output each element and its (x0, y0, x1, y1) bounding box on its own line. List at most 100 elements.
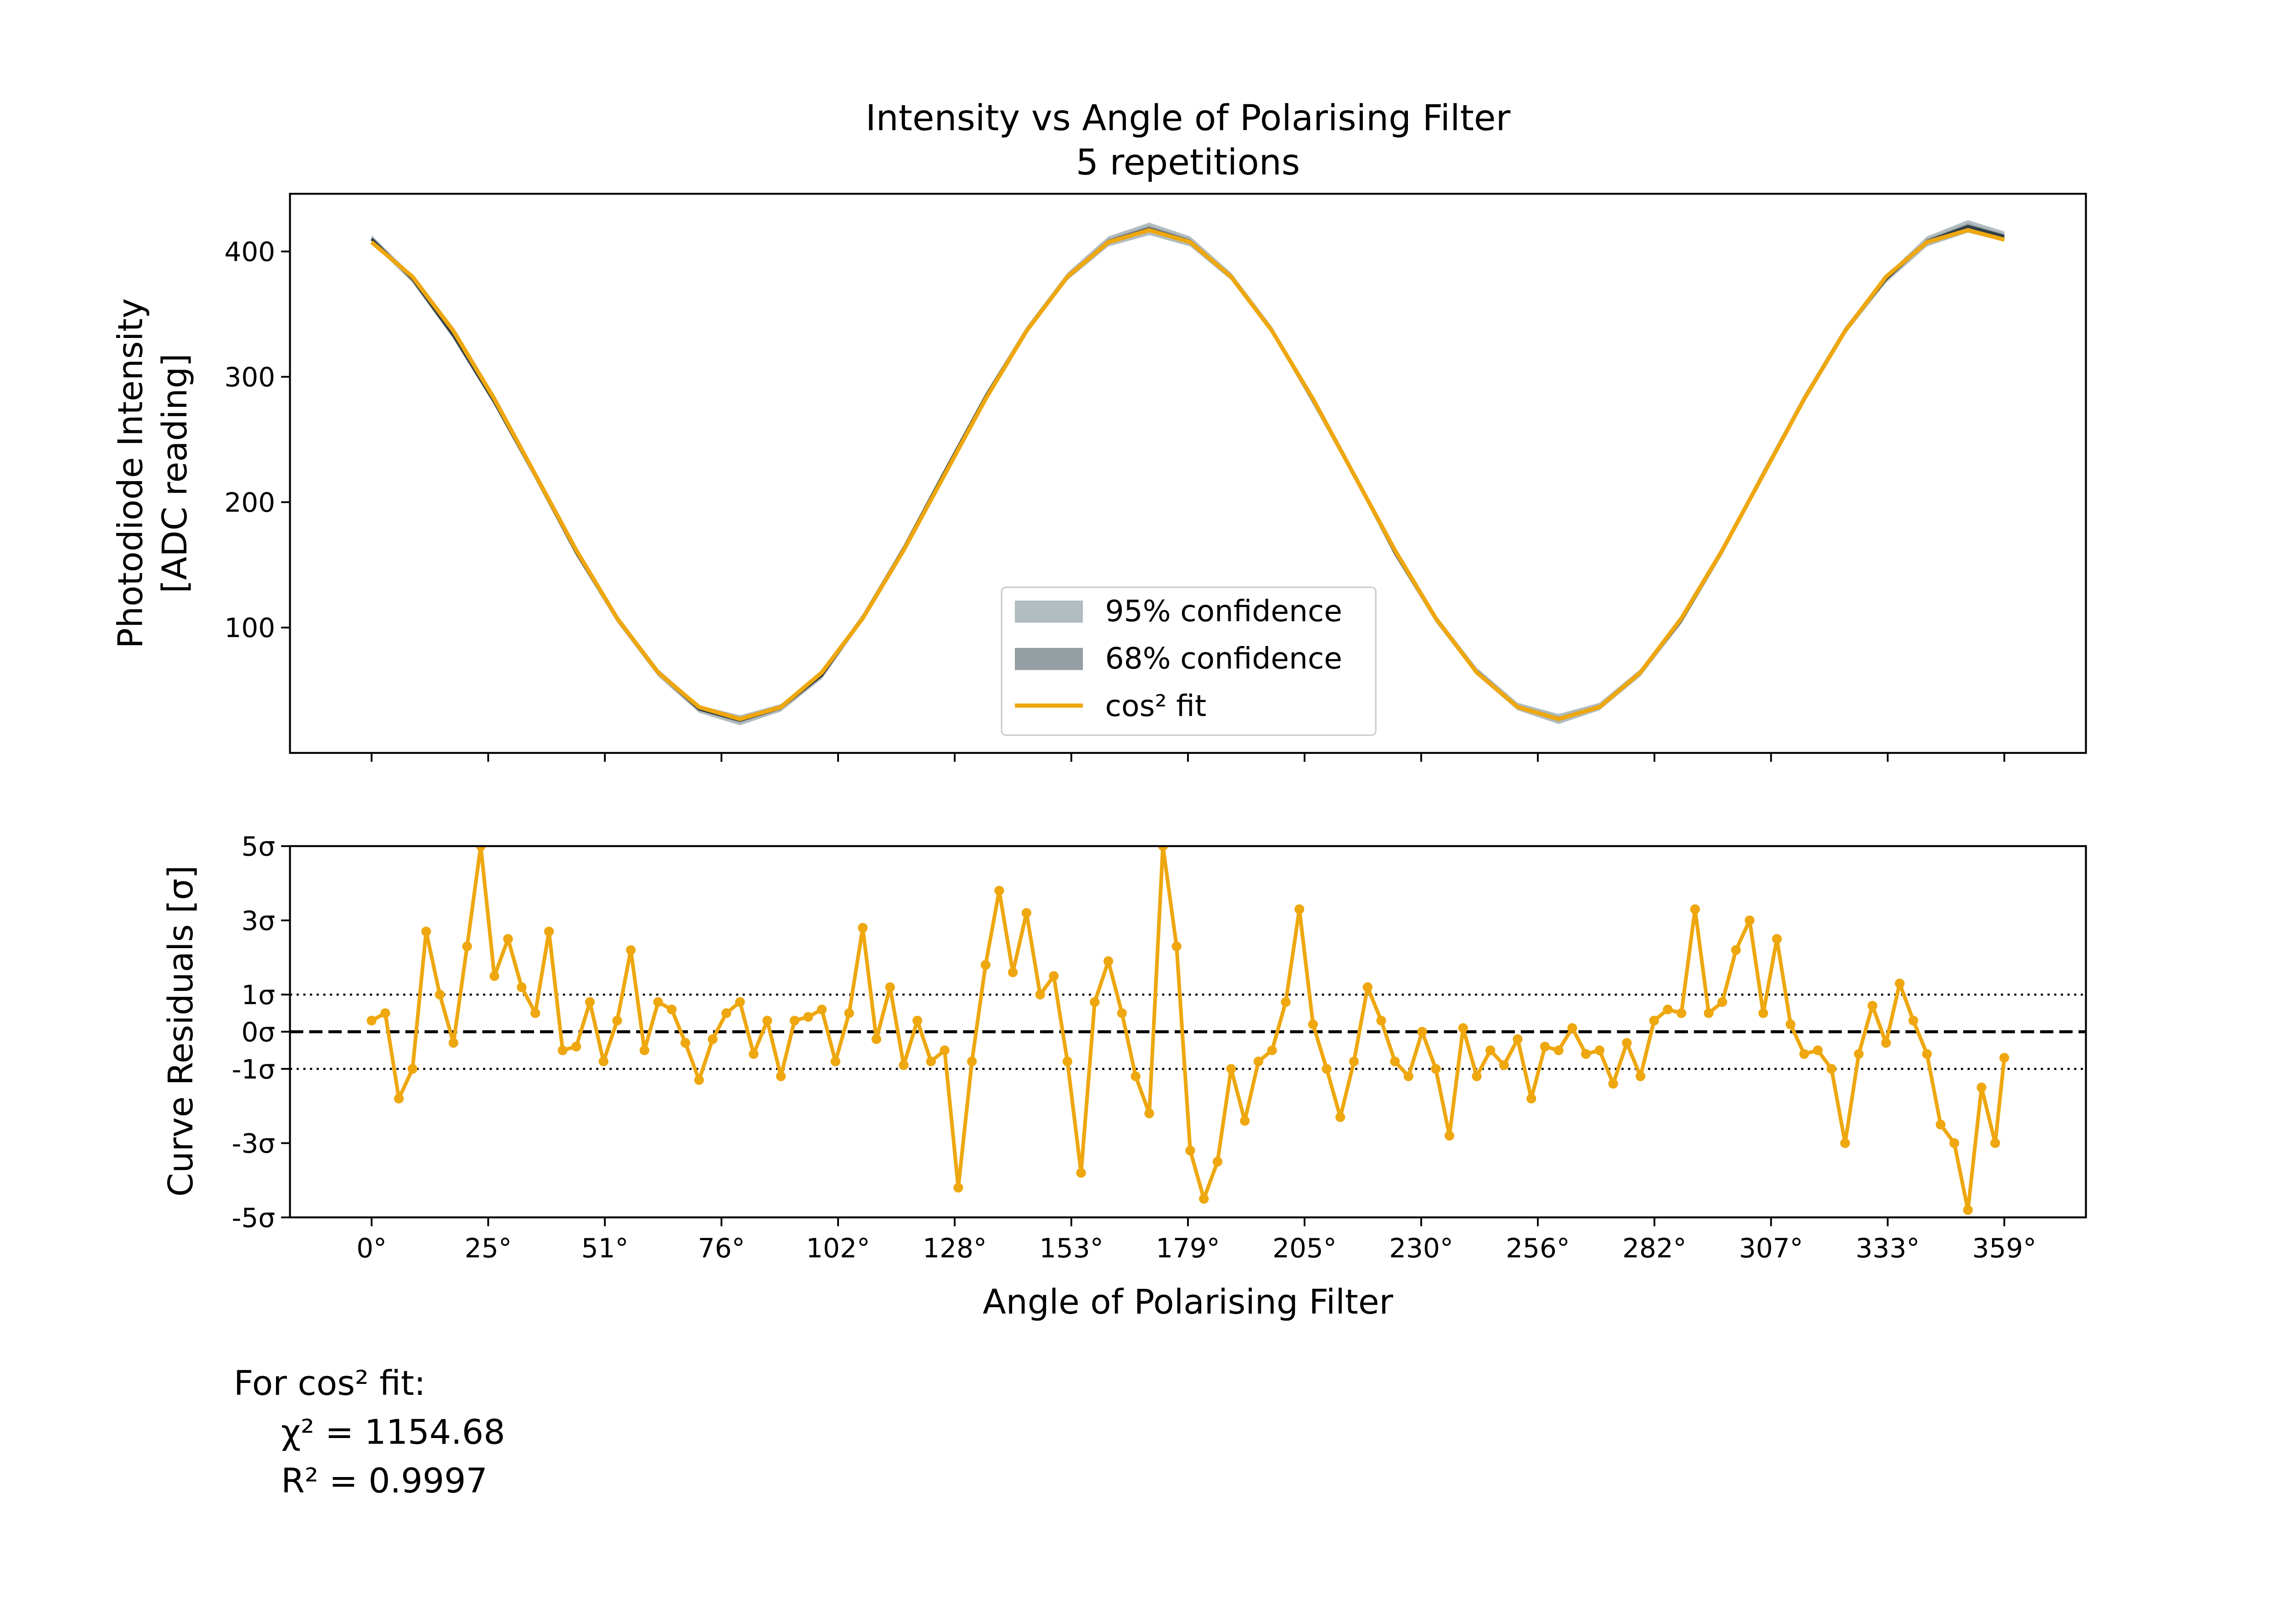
residual-point (1758, 1008, 1768, 1018)
residual-point (1431, 1064, 1441, 1074)
residual-point (1949, 1138, 1959, 1148)
residual-point (1076, 1168, 1086, 1178)
x-tick-label: 128° (923, 1232, 987, 1264)
residual-point (694, 1075, 704, 1085)
residual-point (1062, 1056, 1073, 1067)
residual-point (462, 941, 472, 951)
plot-area (370, 220, 2005, 725)
residual-point (1199, 1194, 1209, 1204)
legend-swatch (1015, 600, 1083, 623)
residual-point (1226, 1064, 1236, 1074)
residual-point (1704, 1008, 1714, 1018)
residual-point (912, 1016, 923, 1026)
residual-point (407, 1064, 417, 1074)
chart-subtitle: 5 repetitions (1076, 142, 1300, 183)
residual-point (1922, 1049, 1932, 1059)
residual-point (1717, 997, 1728, 1007)
residual-point (1553, 1045, 1564, 1056)
residual-point (448, 1038, 459, 1048)
residual-point (1349, 1056, 1359, 1067)
residual-point (489, 971, 500, 981)
fit-line (370, 228, 2005, 721)
residual-point (1581, 1049, 1591, 1059)
residual-point (1144, 1108, 1154, 1118)
residual-point (1785, 1019, 1795, 1029)
x-tick-label: 256° (1506, 1232, 1570, 1264)
residual-point (1308, 1019, 1318, 1029)
legend-label: 68% confidence (1105, 641, 1342, 676)
residual-point (1131, 1071, 1141, 1081)
residual-point (803, 1012, 813, 1022)
residual-point (653, 997, 663, 1007)
residual-point (1362, 982, 1373, 992)
residual-point (953, 1183, 963, 1193)
residual-point (1854, 1049, 1864, 1059)
residual-point (871, 1034, 882, 1044)
residual-point (1513, 1034, 1523, 1044)
residual-point (1485, 1045, 1496, 1056)
y-tick-label: 1σ (242, 979, 276, 1011)
y-axis-label: Curve Residuals [σ] (161, 865, 201, 1197)
residual-point (748, 1049, 759, 1059)
annotation: R² = 0.9997 (281, 1461, 488, 1501)
plot-area (290, 846, 2086, 1215)
x-tick-label: 359° (1972, 1232, 2037, 1264)
residual-point (1999, 1053, 2009, 1063)
y-tick-label: 400 (225, 236, 276, 268)
legend-swatch (1015, 648, 1083, 670)
y-tick-label: 0σ (242, 1017, 276, 1048)
y-tick-label: -3σ (232, 1128, 276, 1159)
residual-point (1840, 1138, 1850, 1148)
y-tick-label: -1σ (232, 1054, 276, 1085)
residual-point (789, 1016, 799, 1026)
residual-point (1335, 1112, 1345, 1122)
y-tick-label: -5σ (232, 1202, 276, 1233)
residual-point (1253, 1056, 1264, 1067)
residual-point (1622, 1038, 1632, 1048)
plot-layer: 100 200 300 400 95% confidence 68% confidence… (225, 192, 2087, 1264)
residual-point (1895, 978, 1905, 989)
residual-point (1158, 846, 1168, 851)
residual-point (1867, 1000, 1878, 1011)
residual-point (1103, 956, 1114, 966)
x-tick-label: 307° (1739, 1232, 1803, 1264)
residual-point (639, 1045, 650, 1056)
residual-point (1690, 904, 1700, 914)
residual-point (1540, 1041, 1550, 1052)
residual-point (776, 1071, 786, 1081)
y-tick-label: 3σ (242, 905, 276, 936)
residual-point (830, 1056, 841, 1067)
residual-point (435, 989, 445, 1000)
residual-point (994, 886, 1004, 896)
residual-point (721, 1008, 732, 1018)
residual-point (1008, 967, 1018, 978)
residual-point (1281, 997, 1291, 1007)
residual-point (762, 1016, 772, 1026)
x-tick-label: 25° (465, 1232, 512, 1264)
residual-point (1021, 908, 1032, 918)
residual-point (530, 1008, 540, 1018)
residual-point (1472, 1071, 1482, 1081)
residual-point (517, 982, 527, 992)
residual-point (612, 1016, 622, 1026)
residual-point (1267, 1045, 1277, 1056)
residual-point (1185, 1146, 1195, 1156)
residual-point (1390, 1056, 1400, 1067)
residual-point (926, 1056, 936, 1067)
residual-point (858, 923, 868, 933)
residual-point (899, 1060, 909, 1070)
residual-point (1936, 1119, 1946, 1129)
x-tick-label: 179° (1156, 1232, 1220, 1264)
residual-point (476, 846, 486, 851)
residual-point (1322, 1064, 1332, 1074)
x-axis-label: Angle of Polarising Filter (983, 1282, 1393, 1322)
residual-point (735, 997, 745, 1007)
residual-point (1294, 904, 1305, 914)
x-tick-label: 205° (1272, 1232, 1337, 1264)
residual-point (1376, 1016, 1386, 1026)
residual-point (1212, 1157, 1222, 1167)
residual-point (1608, 1079, 1618, 1089)
